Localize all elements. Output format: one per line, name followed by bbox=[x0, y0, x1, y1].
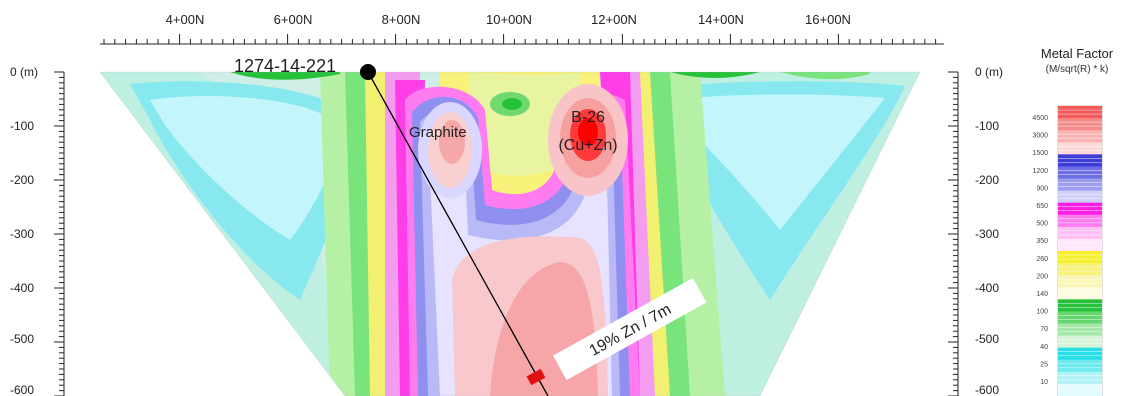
depth-label: -600 bbox=[975, 383, 999, 396]
depth-label: -600 bbox=[10, 383, 34, 396]
legend-value-label: 70 bbox=[1040, 326, 1048, 333]
intercept-callout-box bbox=[552, 278, 707, 381]
x-tick-label: 6+00N bbox=[274, 12, 313, 27]
legend-band bbox=[1058, 238, 1102, 252]
legend-band bbox=[1058, 202, 1102, 216]
legend-band bbox=[1058, 190, 1102, 204]
legend-band bbox=[1058, 130, 1102, 143]
legend-band bbox=[1058, 275, 1102, 288]
legend-value-label: 650 bbox=[1036, 203, 1048, 210]
legend-band bbox=[1058, 287, 1102, 300]
legend-value-label: 25 bbox=[1040, 361, 1048, 368]
depth-label: -100 bbox=[975, 119, 999, 133]
legend-value-label: 1500 bbox=[1032, 150, 1048, 157]
legend-band bbox=[1058, 251, 1102, 264]
depth-label: 0 (m) bbox=[975, 65, 1003, 79]
legend-band bbox=[1058, 178, 1102, 191]
legend-band bbox=[1058, 226, 1102, 240]
legend-band bbox=[1058, 214, 1102, 228]
drillhole-trace bbox=[367, 71, 549, 396]
depth-label: -100 bbox=[10, 119, 34, 133]
legend-value-label: 100 bbox=[1036, 309, 1048, 316]
legend-value-label: 500 bbox=[1036, 221, 1048, 228]
x-tick-label: 4+00N bbox=[166, 12, 205, 27]
legend-value-label: 10 bbox=[1040, 379, 1048, 386]
legend-value-label: 140 bbox=[1036, 291, 1048, 298]
legend-band bbox=[1058, 323, 1102, 336]
legend-value-label: 1200 bbox=[1032, 168, 1048, 175]
target-label: B-26 bbox=[571, 109, 605, 126]
depth-label: -300 bbox=[975, 227, 999, 241]
x-tick-label: 8+00N bbox=[382, 12, 421, 27]
x-tick-label: 16+00N bbox=[805, 12, 851, 27]
graphite-label: Graphite bbox=[409, 124, 467, 141]
depth-label: 0 (m) bbox=[10, 65, 38, 79]
legend-band bbox=[1058, 106, 1102, 119]
x-tick-label: 14+00N bbox=[698, 12, 744, 27]
x-tick-label: 10+00N bbox=[486, 12, 532, 27]
legend-value-label: 900 bbox=[1036, 185, 1048, 192]
legend-band bbox=[1058, 166, 1102, 179]
drillhole bbox=[360, 64, 549, 396]
intercept-marker bbox=[526, 368, 546, 386]
legend-band bbox=[1058, 142, 1102, 155]
depth-label: -400 bbox=[10, 281, 34, 295]
legend-subtitle: (M/sqrt(R) * k) bbox=[1045, 64, 1109, 75]
legend-band bbox=[1058, 311, 1102, 324]
legend-value-label: 4500 bbox=[1032, 115, 1048, 122]
legend-colorbar: 4500 3000 1500 1200 900 650 500 350 260 200 140 100… bbox=[1032, 105, 1103, 396]
depth-label: -200 bbox=[975, 173, 999, 187]
legend-band bbox=[1058, 371, 1102, 385]
depth-label: -500 bbox=[975, 332, 999, 346]
legend-value-label: 200 bbox=[1036, 273, 1048, 280]
top-axis: 4+00N 6+00N 8+00N 10+00N 12+00N 14+00N 1… bbox=[100, 12, 944, 45]
legend-band bbox=[1058, 347, 1102, 361]
drillhole-collar bbox=[360, 64, 376, 80]
drillhole-label: 1274-14-221 bbox=[234, 56, 336, 76]
legend-band bbox=[1058, 383, 1102, 396]
legend-band bbox=[1058, 118, 1102, 131]
target-sublabel: (Cu+Zn) bbox=[558, 137, 617, 154]
left-depth-axis: 0 (m) -100 -200 -300 -400 -500 -600 bbox=[10, 65, 65, 396]
depth-label: -500 bbox=[10, 332, 34, 346]
x-tick-label: 12+00N bbox=[591, 12, 637, 27]
depth-label: -400 bbox=[975, 281, 999, 295]
pseudosection bbox=[100, 72, 920, 396]
legend-band bbox=[1058, 154, 1102, 167]
legend-value-label: 40 bbox=[1040, 344, 1048, 351]
legend-title: Metal Factor bbox=[1040, 46, 1114, 61]
legend-band bbox=[1058, 299, 1102, 312]
right-depth-axis: 0 (m) -100 -200 -300 -400 -500 -600 bbox=[948, 65, 1003, 396]
legend-value-label: 260 bbox=[1036, 256, 1048, 263]
legend-band bbox=[1058, 335, 1102, 349]
legend-band bbox=[1058, 263, 1102, 276]
depth-label: -200 bbox=[10, 173, 34, 187]
depth-label: -300 bbox=[10, 227, 34, 241]
legend-band bbox=[1058, 359, 1102, 373]
legend-value-label: 3000 bbox=[1032, 133, 1048, 140]
legend-value-label: 350 bbox=[1036, 238, 1048, 245]
